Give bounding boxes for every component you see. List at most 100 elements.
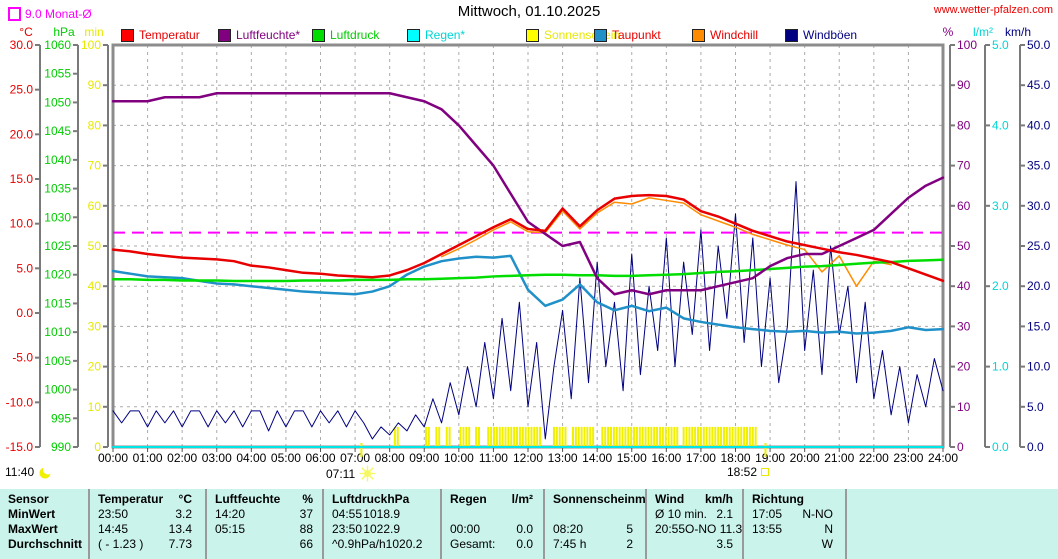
stat-cell-time: Ø 10 min. <box>655 507 708 521</box>
axis-tick-label: 90 <box>88 78 102 92</box>
sunshine-bar <box>676 426 679 446</box>
axis-tick-label: 1010 <box>44 325 71 339</box>
time-label: 00:00 <box>98 451 128 465</box>
time-label: 06:00 <box>305 451 335 465</box>
axis-tick-label: 30 <box>88 319 102 333</box>
stat-cell-value: 1022.9 <box>363 522 400 536</box>
time-label: 15:00 <box>617 451 647 465</box>
time-label: 12:00 <box>513 451 543 465</box>
website-link[interactable]: www.wetter-pfalzen.com <box>933 4 1053 16</box>
time-label: 14:00 <box>582 451 612 465</box>
axis-tick-label: 20 <box>88 360 102 374</box>
axis-tick-label: 1035 <box>44 182 71 196</box>
sunshine-bar <box>630 426 633 446</box>
sunshine-bar <box>580 426 583 446</box>
sunshine-bar <box>624 426 627 446</box>
sunshine-bar <box>627 426 630 446</box>
sunshine-bar <box>495 426 498 446</box>
monthly-average-text: 9.0 Monat-Ø <box>25 7 92 21</box>
time-label: 21:00 <box>824 451 854 465</box>
stat-cell-time: 7:45 h <box>553 537 587 551</box>
table-column-richtung: Richtung 17:05 N-NO 13:55 N W <box>742 489 845 559</box>
stat-cell-time: 17:05 <box>752 507 783 521</box>
axis-tick-label: 70 <box>957 159 971 173</box>
time-label: 20:00 <box>790 451 820 465</box>
axis-tick-label: 1030 <box>44 210 71 224</box>
sunshine-bar <box>664 426 667 446</box>
stat-cell-time: 23:50 <box>98 507 129 521</box>
stat-cell-value <box>633 507 645 522</box>
legend-label: Windböen <box>803 28 858 42</box>
time-label: 11:00 <box>479 451 508 465</box>
sunshine-bar <box>592 426 595 446</box>
time-label: 04:00 <box>236 451 266 465</box>
sunshine-bar <box>504 426 507 446</box>
series-windboeen-line <box>112 181 944 440</box>
axis-tick-label: 1060 <box>44 38 71 52</box>
sunshine-bar <box>574 426 577 446</box>
sunshine-bar <box>658 426 661 446</box>
table-row-label: MaxWert <box>8 522 58 536</box>
axis-tick-label: 1050 <box>44 95 71 109</box>
stats-table: Sensor MinWert MaxWert Durchschnitt Temperat… <box>0 489 1058 559</box>
stat-cell-time: 04:55 <box>332 507 363 521</box>
legend-item-windben: Windböen <box>785 28 857 42</box>
table-header: Sonnenschein <box>553 492 636 506</box>
sunshine-bar <box>527 426 530 446</box>
axis-tick-label: 2.0 <box>992 279 1009 293</box>
time-label: 22:00 <box>859 451 889 465</box>
stat-cell-time: 08:20 <box>553 522 584 536</box>
legend-label: Luftdruck <box>330 28 380 42</box>
stat-cell-value: 2 <box>626 537 633 551</box>
stat-cell-time: 14:20 <box>215 507 246 521</box>
sunshine-bar <box>604 426 607 446</box>
sunshine-bar <box>533 426 536 446</box>
stat-cell-value: 5 <box>626 522 633 536</box>
table-header-unit: km/h <box>704 492 733 506</box>
sunshine-bar <box>555 426 558 446</box>
monthly-average-label: 9.0 Monat-Ø <box>8 7 92 21</box>
time-label: 13:00 <box>548 451 578 465</box>
axis-tick-label: 20.0 <box>1027 279 1051 293</box>
table-column-empty <box>845 489 1058 559</box>
legend-label: Luftfeuchte* <box>236 28 301 42</box>
legend-label: Temperatur <box>139 28 200 42</box>
sunshine-bar <box>615 426 618 446</box>
sunshine-bar <box>607 426 610 446</box>
time-label: 10:00 <box>444 451 474 465</box>
time-label: 23:00 <box>893 451 923 465</box>
stat-cell-time: Gesamt: <box>450 537 496 551</box>
sunshine-bar <box>711 426 714 446</box>
sunshine-bar <box>530 426 533 446</box>
axis-tick-label: 3.0 <box>992 199 1009 213</box>
axis-tick-label: 10 <box>957 400 971 414</box>
sunshine-bar <box>667 426 670 446</box>
legend-swatch <box>594 28 607 42</box>
legend-item-taupunkt: Taupunkt <box>594 28 661 42</box>
stat-cell-value: 1018.9 <box>363 507 400 521</box>
sunshine-bar <box>589 426 592 446</box>
moonrise-annotation: 11:40 <box>5 465 54 479</box>
sunshine-bar <box>478 426 481 446</box>
axis-tick-label: 15.0 <box>10 172 34 186</box>
sunshine-bar <box>656 426 659 446</box>
series-taupunkt-line <box>111 254 945 335</box>
sunshine-bar <box>644 426 647 446</box>
table-header: Richtung <box>752 492 804 506</box>
time-label: 02:00 <box>167 451 197 465</box>
time-label: 05:00 <box>271 451 301 465</box>
table-row-label: Durchschnitt <box>8 537 83 551</box>
sunshine-bar <box>609 426 612 446</box>
stat-cell-time <box>545 507 553 522</box>
legend-item-temperatur: Temperatur <box>121 28 200 42</box>
stat-cell-time: ( - 1.23 ) <box>98 537 144 551</box>
axis-unit-rain: l/m² <box>973 25 993 39</box>
axis-tick-label: 30 <box>957 319 971 333</box>
axis-tick-label: 80 <box>88 118 102 132</box>
legend-label: Taupunkt <box>612 28 661 42</box>
sunshine-bar <box>507 426 510 446</box>
sunshine-bar <box>501 426 504 446</box>
axis-tick-label: 30.0 <box>10 38 34 52</box>
stat-cell-value: 1020.2 <box>385 537 423 551</box>
moonrise-time: 11:40 <box>5 465 35 479</box>
